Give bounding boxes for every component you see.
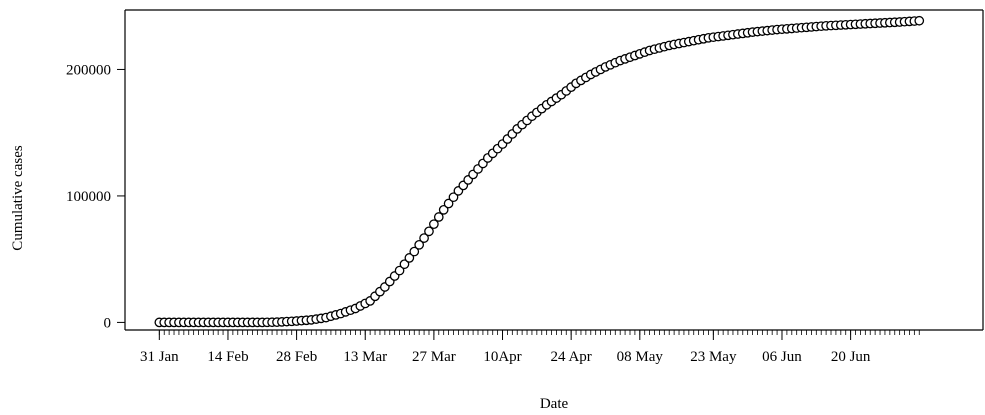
x-tick-label: 27 Mar xyxy=(412,349,456,365)
x-tick-label: 28 Feb xyxy=(276,349,317,365)
data-point xyxy=(394,265,405,276)
x-tick-label: 31 Jan xyxy=(140,349,179,365)
x-axis-ticks: 31 Jan 14 Feb 28 Feb 13 Mar 27 Mar 10Apr 24 Ap… xyxy=(140,330,871,365)
data-point xyxy=(433,212,444,222)
data-point xyxy=(404,253,415,263)
x-tick-label: 20 Jun xyxy=(831,349,871,365)
data-point xyxy=(448,192,459,203)
x-tick-label: 24 Apr xyxy=(551,349,592,365)
data-point xyxy=(429,219,439,230)
y-axis-ticks: 0 100000 200000 xyxy=(66,62,125,331)
x-axis-title: Date xyxy=(540,396,569,412)
plot-frame xyxy=(124,9,984,331)
x-tick-label: 08 May xyxy=(617,349,664,365)
data-point xyxy=(424,226,434,237)
x-tick-label: 23 May xyxy=(690,349,737,365)
data-points xyxy=(154,15,925,328)
x-tick-label: 14 Feb xyxy=(207,349,248,365)
y-tick-label: 0 xyxy=(104,315,112,331)
data-point xyxy=(399,259,410,270)
x-tick-label: 06 Jun xyxy=(762,349,802,365)
data-point xyxy=(419,233,429,243)
x-minor-ticks xyxy=(158,330,920,335)
y-tick-label: 100000 xyxy=(66,189,111,205)
data-point xyxy=(414,239,425,250)
x-tick-label: 13 Mar xyxy=(343,349,387,365)
y-axis-title: Cumulative cases xyxy=(10,145,26,251)
data-point xyxy=(409,246,420,257)
y-tick-label: 200000 xyxy=(66,62,111,78)
x-tick-label: 10Apr xyxy=(483,349,521,365)
data-point xyxy=(438,204,449,215)
data-point xyxy=(443,198,454,209)
data-point xyxy=(914,15,925,26)
